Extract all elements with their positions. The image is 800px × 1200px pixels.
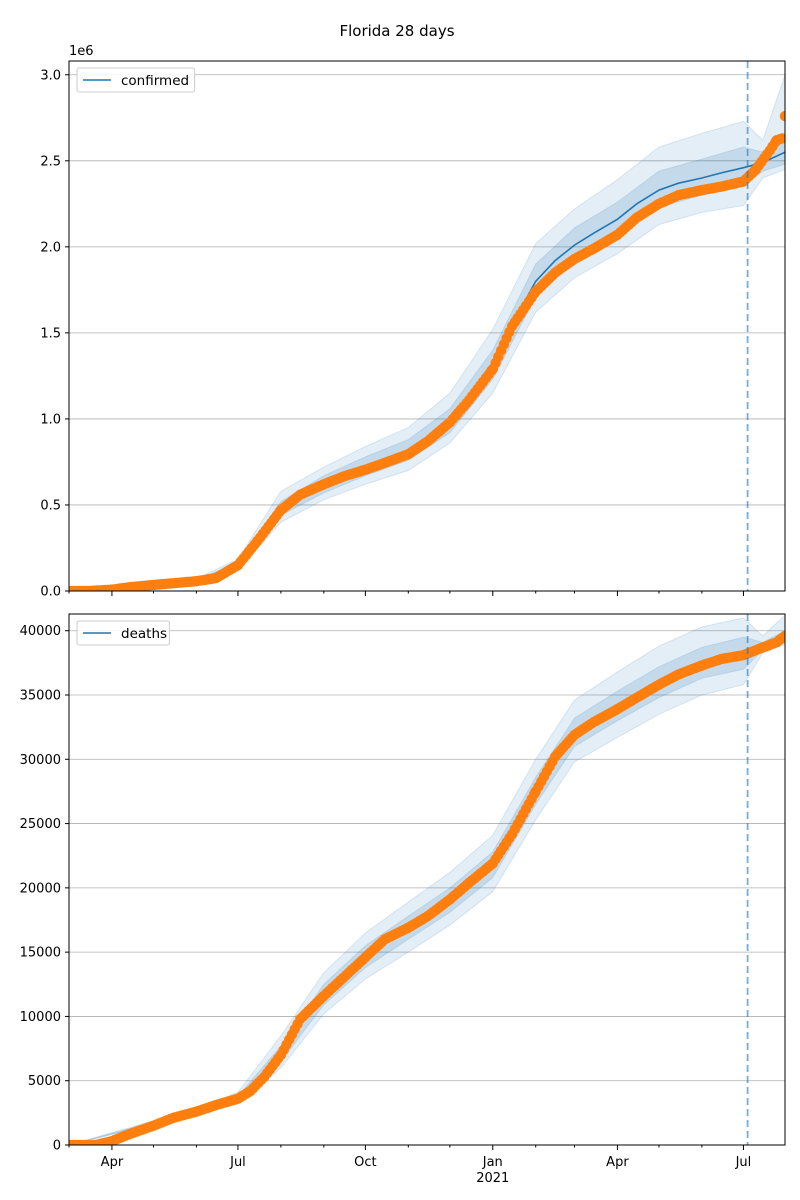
chart-title: Florida 28 days (339, 22, 454, 40)
y-tick-label: 40000 (20, 624, 61, 639)
x-tick-label: Jan (482, 1155, 503, 1170)
observed-point (779, 110, 785, 122)
y-tick-label: 3.0 (40, 68, 61, 83)
y-tick-label: 0 (53, 1139, 61, 1154)
y-tick-label: 0.5 (40, 498, 61, 513)
inner-uncertainty-band (69, 630, 785, 1145)
y-tick-label: 2.5 (40, 154, 61, 169)
y-tick-label: 35000 (20, 689, 61, 704)
x-tick-label: Oct (354, 1155, 376, 1170)
axes-frame (68, 613, 786, 1146)
observed-point (779, 630, 785, 642)
deaths-panel: 0 5000 10000 15000 20000 25000 30000 35000 40000… (20, 613, 786, 1170)
legend-box (76, 620, 170, 646)
y-tick-label: 2.0 (40, 240, 61, 255)
observed-point (777, 133, 785, 144)
y-tick-label: 15000 (20, 946, 61, 961)
plot-area (69, 614, 785, 1145)
x-year-label: 2021 (476, 1171, 509, 1186)
x-tick-label: Apr (606, 1155, 629, 1170)
y-tick-label: 0.0 (40, 585, 61, 600)
y-tick-label: 25000 (20, 817, 61, 832)
y-offset-label: 1e6 (69, 44, 94, 59)
legend-label: confirmed (121, 73, 189, 89)
outer-uncertainty-band (69, 74, 785, 591)
legend: deaths (76, 620, 170, 646)
inner-uncertainty-band (69, 136, 785, 591)
x-tick-label: Apr (101, 1155, 124, 1170)
y-tick-label: 5000 (28, 1074, 61, 1089)
confirmed-panel: 0.0 0.5 1.0 1.5 2.0 2.5 3.0 1e6 confirmed (40, 44, 786, 600)
x-tick-label: Jul (229, 1155, 246, 1170)
y-tick-label: 10000 (20, 1010, 61, 1025)
y-tick-label: 20000 (20, 881, 61, 896)
legend: confirmed (76, 67, 196, 93)
legend-label: deaths (121, 626, 167, 642)
legend-box (76, 67, 196, 93)
outer-uncertainty-band (69, 614, 785, 1145)
plot-area (69, 74, 785, 591)
y-tick-label: 1.0 (40, 412, 61, 427)
observed-markers (69, 110, 785, 591)
y-tick-label: 1.5 (40, 326, 61, 341)
observed-markers (69, 630, 785, 1145)
y-tick-label: 30000 (20, 753, 61, 768)
axes-frame (68, 60, 786, 592)
x-tick-label: Jul (735, 1155, 752, 1170)
